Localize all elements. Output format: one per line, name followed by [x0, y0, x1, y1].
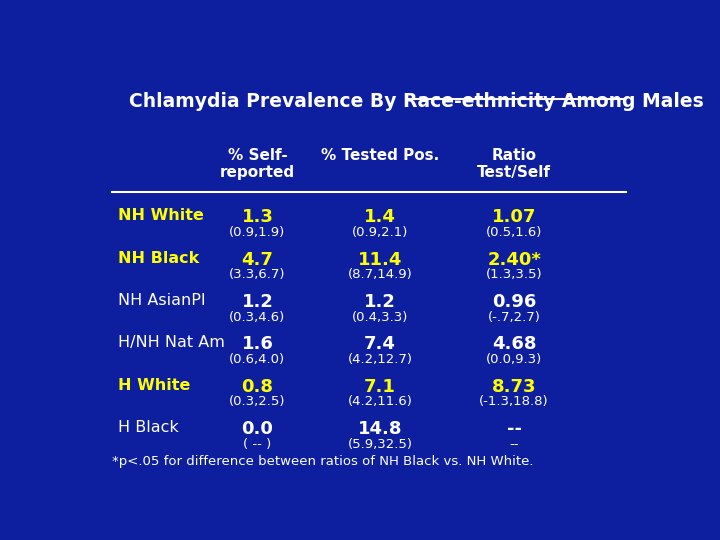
Text: NH Black: NH Black — [118, 251, 199, 266]
Text: Ratio
Test/Self: Ratio Test/Self — [477, 148, 551, 180]
Text: (5.9,32.5): (5.9,32.5) — [348, 438, 413, 451]
Text: H/NH Nat Am: H/NH Nat Am — [118, 335, 225, 350]
Text: NH AsianPI: NH AsianPI — [118, 293, 205, 308]
Text: (0.0,9.3): (0.0,9.3) — [486, 353, 542, 366]
Text: (0.3,2.5): (0.3,2.5) — [229, 395, 286, 408]
Text: ( -- ): ( -- ) — [243, 438, 271, 451]
Text: (0.6,4.0): (0.6,4.0) — [230, 353, 285, 366]
Text: 14.8: 14.8 — [358, 420, 402, 438]
Text: NH White: NH White — [118, 208, 204, 223]
Text: 0.0: 0.0 — [241, 420, 274, 438]
Text: 1.07: 1.07 — [492, 208, 536, 226]
Text: (3.3,6.7): (3.3,6.7) — [229, 268, 286, 281]
Text: 1.2: 1.2 — [364, 293, 396, 311]
Text: H White: H White — [118, 378, 190, 393]
Text: (0.9,1.9): (0.9,1.9) — [229, 226, 286, 239]
Text: (4.2,11.6): (4.2,11.6) — [348, 395, 413, 408]
Text: H Black: H Black — [118, 420, 179, 435]
Text: % Self-
reported: % Self- reported — [220, 148, 295, 180]
Text: *p<.05 for difference between ratios of NH Black vs. NH White.: *p<.05 for difference between ratios of … — [112, 455, 534, 468]
Text: (0.9,2.1): (0.9,2.1) — [352, 226, 408, 239]
Text: (8.7,14.9): (8.7,14.9) — [348, 268, 413, 281]
Text: (1.3,3.5): (1.3,3.5) — [486, 268, 542, 281]
Text: 2.40*: 2.40* — [487, 251, 541, 269]
Text: (0.3,4.6): (0.3,4.6) — [229, 310, 286, 323]
Text: % Tested Pos.: % Tested Pos. — [321, 148, 439, 163]
Text: 7.4: 7.4 — [364, 335, 396, 354]
Text: 4.7: 4.7 — [241, 251, 274, 269]
Text: 1.6: 1.6 — [241, 335, 274, 354]
Text: (-1.3,18.8): (-1.3,18.8) — [480, 395, 549, 408]
Text: --: -- — [509, 438, 519, 451]
Text: 1.2: 1.2 — [241, 293, 274, 311]
Text: (-.7,2.7): (-.7,2.7) — [487, 310, 541, 323]
Text: 8.73: 8.73 — [492, 378, 536, 396]
Text: --: -- — [507, 420, 521, 438]
Text: 7.1: 7.1 — [364, 378, 396, 396]
Text: (0.5,1.6): (0.5,1.6) — [486, 226, 542, 239]
Text: 1.4: 1.4 — [364, 208, 396, 226]
Text: (4.2,12.7): (4.2,12.7) — [348, 353, 413, 366]
Text: 1.3: 1.3 — [241, 208, 274, 226]
Text: 0.96: 0.96 — [492, 293, 536, 311]
Text: 0.8: 0.8 — [241, 378, 274, 396]
Text: Chlamydia Prevalence By Race-ethnicity Among Males: Chlamydia Prevalence By Race-ethnicity A… — [129, 92, 704, 111]
Text: (0.4,3.3): (0.4,3.3) — [352, 310, 408, 323]
Text: 11.4: 11.4 — [358, 251, 402, 269]
Text: 4.68: 4.68 — [492, 335, 536, 354]
